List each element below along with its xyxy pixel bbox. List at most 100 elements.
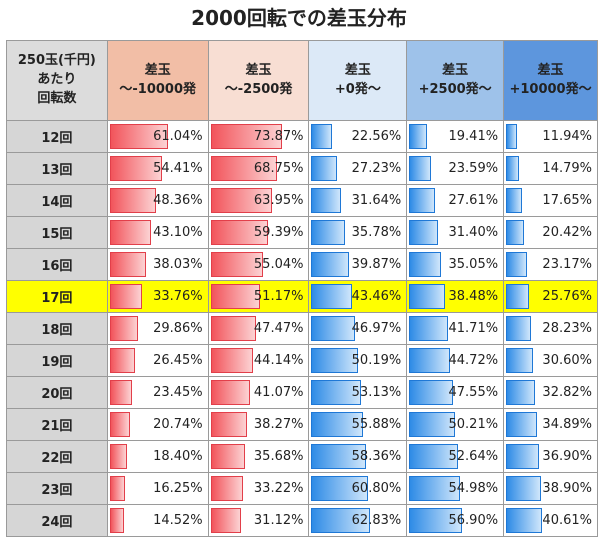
- value-cell: 53.13%: [308, 376, 408, 409]
- percentage-label: 20.74%: [153, 417, 203, 432]
- percentage-bar: [109, 380, 133, 405]
- percentage-bar: [311, 412, 364, 437]
- percentage-label: 36.90%: [542, 449, 592, 464]
- percentage-bar: [109, 220, 152, 245]
- percentage-label: 33.22%: [253, 481, 304, 496]
- percentage-bar: [409, 220, 439, 245]
- column-header-minus-2500: 差玉 ～-2500発: [207, 40, 310, 121]
- row-label: 18回: [6, 312, 108, 345]
- percentage-label: 31.12%: [253, 513, 304, 528]
- percentage-bar: [506, 508, 543, 533]
- percentage-bar: [210, 316, 257, 341]
- percentage-bar: [109, 476, 126, 501]
- percentage-label: 23.45%: [153, 385, 203, 400]
- value-cell: 31.40%: [406, 216, 505, 249]
- distribution-table: 250玉(千円) あたり 回転数 差玉 ～-10000発 差玉 ～-2500発 …: [6, 40, 598, 537]
- row-label: 22回: [6, 440, 108, 473]
- percentage-bar: [109, 252, 147, 277]
- percentage-bar: [409, 412, 456, 437]
- value-cell: 38.03%: [106, 248, 209, 281]
- percentage-label: 55.88%: [351, 417, 402, 432]
- percentage-label: 41.71%: [448, 321, 499, 336]
- column-header-minus-10000: 差玉 ～-10000発: [106, 40, 209, 121]
- table-row: 13回 54.41% 68.75% 27.23% 23.59% 14.79%: [6, 152, 598, 185]
- percentage-label: 23.17%: [542, 257, 592, 272]
- header-row: 250玉(千円) あたり 回転数 差玉 ～-10000発 差玉 ～-2500発 …: [6, 40, 598, 121]
- percentage-label: 26.45%: [153, 353, 203, 368]
- percentage-bar: [409, 124, 428, 149]
- percentage-label: 44.72%: [448, 353, 499, 368]
- percentage-label: 50.19%: [351, 353, 402, 368]
- percentage-label: 41.07%: [253, 385, 304, 400]
- value-cell: 22.56%: [308, 120, 408, 153]
- percentage-bar: [109, 316, 139, 341]
- table-row: 15回 43.10% 59.39% 35.78% 31.40% 20.42%: [6, 216, 598, 249]
- percentage-bar: [109, 188, 157, 213]
- corner-header: 250玉(千円) あたり 回転数: [6, 40, 108, 121]
- row-label: 16回: [6, 248, 108, 281]
- row-label: 14回: [6, 184, 108, 217]
- percentage-bar: [210, 284, 260, 309]
- table-row: 17回 33.76% 51.17% 43.46% 38.48% 25.76%: [6, 280, 598, 313]
- percentage-bar: [109, 348, 136, 373]
- percentage-bar: [210, 380, 251, 405]
- percentage-label: 56.90%: [448, 513, 499, 528]
- value-cell: 44.14%: [207, 344, 310, 377]
- percentage-label: 27.23%: [351, 161, 402, 176]
- percentage-bar: [409, 380, 453, 405]
- value-cell: 47.55%: [406, 376, 505, 409]
- percentage-label: 19.41%: [448, 129, 499, 144]
- percentage-label: 38.90%: [542, 481, 592, 496]
- value-cell: 26.45%: [106, 344, 209, 377]
- corner-label-line1: 250玉(千円): [17, 53, 96, 69]
- percentage-bar: [409, 476, 460, 501]
- percentage-label: 44.14%: [253, 353, 304, 368]
- value-cell: 31.64%: [308, 184, 408, 217]
- percentage-bar: [210, 156, 277, 181]
- table-row: 23回 16.25% 33.22% 60.80% 54.98% 38.90%: [6, 472, 598, 505]
- percentage-label: 51.17%: [253, 289, 304, 304]
- row-label: 12回: [6, 120, 108, 153]
- percentage-label: 50.21%: [448, 417, 499, 432]
- column-header-line2: +0発～: [334, 81, 381, 97]
- percentage-bar: [409, 508, 462, 533]
- value-cell: 19.41%: [406, 120, 505, 153]
- percentage-bar: [311, 316, 356, 341]
- value-cell: 14.79%: [503, 152, 598, 185]
- percentage-bar: [311, 220, 345, 245]
- percentage-label: 54.41%: [153, 161, 203, 176]
- value-cell: 39.87%: [308, 248, 408, 281]
- value-cell: 14.52%: [106, 504, 209, 537]
- value-cell: 59.39%: [207, 216, 310, 249]
- column-header-line2: +10000発～: [509, 81, 592, 97]
- value-cell: 16.25%: [106, 472, 209, 505]
- percentage-bar: [109, 284, 143, 309]
- percentage-label: 53.13%: [351, 385, 402, 400]
- column-header-line1: 差玉: [245, 62, 272, 78]
- percentage-bar: [506, 412, 538, 437]
- row-label: 20回: [6, 376, 108, 409]
- row-label: 23回: [6, 472, 108, 505]
- row-label: 17回: [6, 280, 108, 313]
- table-row: 24回 14.52% 31.12% 62.83% 56.90% 40.61%: [6, 504, 598, 537]
- value-cell: 61.04%: [106, 120, 209, 153]
- column-header-line1: 差玉: [344, 62, 371, 78]
- corner-label-line3: 回転数: [37, 90, 77, 106]
- percentage-bar: [210, 348, 253, 373]
- percentage-label: 52.64%: [448, 449, 499, 464]
- column-header-plus-0: 差玉 +0発～: [308, 40, 408, 121]
- percentage-label: 23.59%: [448, 161, 499, 176]
- table-row: 19回 26.45% 44.14% 50.19% 44.72% 30.60%: [6, 344, 598, 377]
- percentage-label: 38.27%: [253, 417, 304, 432]
- table-row: 21回 20.74% 38.27% 55.88% 50.21% 34.89%: [6, 408, 598, 441]
- percentage-label: 73.87%: [253, 129, 304, 144]
- value-cell: 20.42%: [503, 216, 598, 249]
- table-row: 22回 18.40% 35.68% 58.36% 52.64% 36.90%: [6, 440, 598, 473]
- percentage-label: 38.48%: [448, 289, 499, 304]
- row-label: 15回: [6, 216, 108, 249]
- column-header-line1: 差玉: [144, 62, 171, 78]
- value-cell: 29.86%: [106, 312, 209, 345]
- percentage-bar: [506, 316, 532, 341]
- percentage-bar: [409, 156, 431, 181]
- percentage-label: 35.78%: [351, 225, 402, 240]
